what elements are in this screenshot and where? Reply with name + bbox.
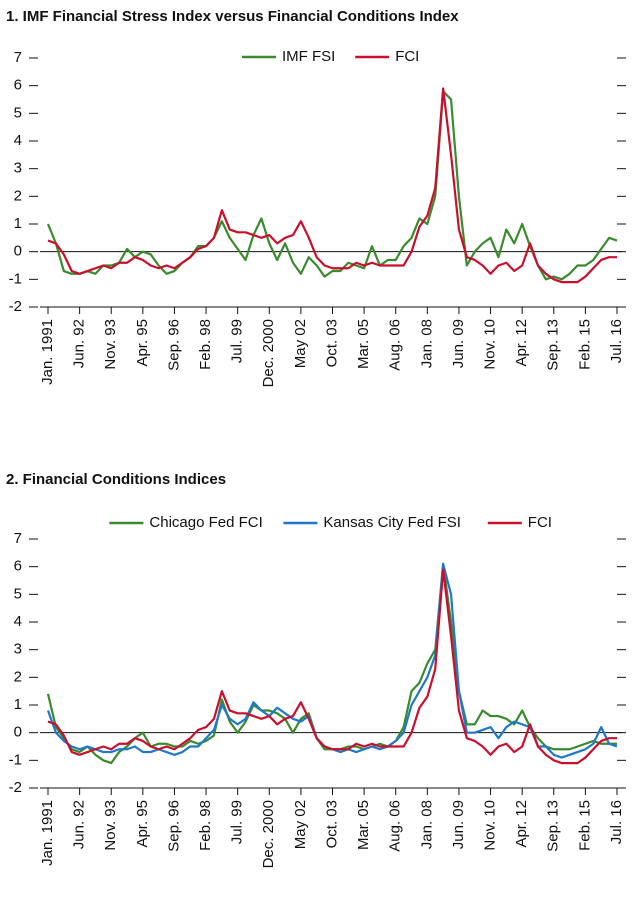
y-tick-label: 0 <box>14 243 22 260</box>
x-tick-label: Apr. 12 <box>513 319 530 367</box>
legend-label: IMF FSI <box>282 48 335 65</box>
x-tick-label: Feb. 98 <box>197 800 214 851</box>
y-tick-label: 4 <box>14 132 22 149</box>
x-tick-label: Mar. 05 <box>355 800 372 850</box>
x-tick-label: Dec. 2000 <box>260 319 277 387</box>
x-tick-label: Apr. 12 <box>513 800 530 848</box>
x-tick-label: Jun. 09 <box>450 800 467 849</box>
x-tick-label: Aug. 06 <box>387 319 404 371</box>
x-tick-label: Jul. 99 <box>229 319 246 363</box>
y-tick-label: 3 <box>14 641 22 658</box>
x-tick-label: Jun. 92 <box>71 319 88 368</box>
y-tick-label: 6 <box>14 558 22 575</box>
x-tick-label: Mar. 05 <box>355 319 372 369</box>
x-tick-label: Jul. 16 <box>608 800 625 844</box>
x-tick-label: Jan. 08 <box>418 800 435 849</box>
x-tick-label: Sep. 96 <box>165 800 182 852</box>
y-tick-label: 7 <box>14 530 22 547</box>
x-tick-label: Jan. 1991 <box>39 319 56 385</box>
x-tick-label: Nov. 10 <box>482 319 499 370</box>
y-tick-label: 1 <box>14 696 22 713</box>
x-tick-label: May 02 <box>292 800 309 849</box>
series-line <box>47 568 617 765</box>
y-tick-label: 3 <box>14 160 22 177</box>
x-tick-label: Oct. 03 <box>323 319 340 367</box>
y-tick-label: -2 <box>9 298 22 315</box>
x-tick-label: Jul. 16 <box>608 319 625 363</box>
x-tick-label: Aug. 06 <box>387 800 404 852</box>
x-tick-label: Nov. 10 <box>482 800 499 851</box>
x-tick-label: Oct. 03 <box>323 800 340 848</box>
chart-title: 1. IMF Financial Stress Index versus Fin… <box>6 8 459 25</box>
x-tick-label: Feb. 98 <box>197 319 214 370</box>
x-tick-label: May 02 <box>292 319 309 368</box>
x-tick-label: Sep. 13 <box>545 800 562 852</box>
y-tick-label: 1 <box>14 215 22 232</box>
series-line <box>47 87 617 284</box>
legend-label: Kansas City Fed FSI <box>323 514 461 531</box>
y-tick-label: 5 <box>14 104 22 121</box>
y-tick-label: -1 <box>9 751 22 768</box>
x-tick-label: Feb. 15 <box>576 319 593 370</box>
y-tick-label: 5 <box>14 585 22 602</box>
x-tick-label: Jun. 09 <box>450 319 467 368</box>
x-tick-label: Jan. 08 <box>418 319 435 368</box>
chart-title: 2. Financial Conditions Indices <box>6 471 226 488</box>
y-tick-label: 7 <box>14 49 22 66</box>
legend-label: FCI <box>528 514 552 531</box>
x-tick-label: Jan. 1991 <box>39 800 56 866</box>
x-tick-label: Apr. 95 <box>134 800 151 848</box>
y-tick-label: -2 <box>9 779 22 796</box>
x-tick-label: Feb. 15 <box>576 800 593 851</box>
y-tick-label: -1 <box>9 270 22 287</box>
x-tick-label: Dec. 2000 <box>260 800 277 868</box>
legend-label: FCI <box>395 48 419 65</box>
x-tick-label: Nov. 93 <box>102 319 119 370</box>
legend-label: Chicago Fed FCI <box>149 514 262 531</box>
x-tick-label: Sep. 96 <box>165 319 182 371</box>
y-tick-label: 2 <box>14 668 22 685</box>
series-line <box>46 90 618 281</box>
x-tick-label: Jun. 92 <box>71 800 88 849</box>
x-tick-label: Nov. 93 <box>102 800 119 851</box>
x-tick-label: Sep. 13 <box>545 319 562 371</box>
x-tick-label: Jul. 99 <box>229 800 246 844</box>
y-tick-label: 6 <box>14 77 22 94</box>
y-tick-label: 2 <box>14 187 22 204</box>
y-tick-label: 4 <box>14 613 22 630</box>
y-tick-label: 0 <box>14 724 22 741</box>
x-tick-label: Apr. 95 <box>134 319 151 367</box>
